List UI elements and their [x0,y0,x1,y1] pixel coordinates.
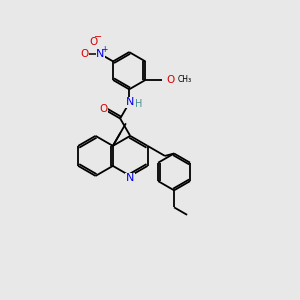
Text: O: O [80,50,88,59]
Text: O: O [99,104,107,114]
Text: H: H [135,99,142,110]
Text: N: N [96,49,104,59]
Text: −: − [94,32,102,42]
Text: CH₃: CH₃ [178,75,192,84]
Text: O: O [166,75,174,85]
Text: N: N [126,97,134,107]
Text: O: O [90,37,98,47]
Text: +: + [101,46,108,55]
Text: N: N [126,173,134,183]
